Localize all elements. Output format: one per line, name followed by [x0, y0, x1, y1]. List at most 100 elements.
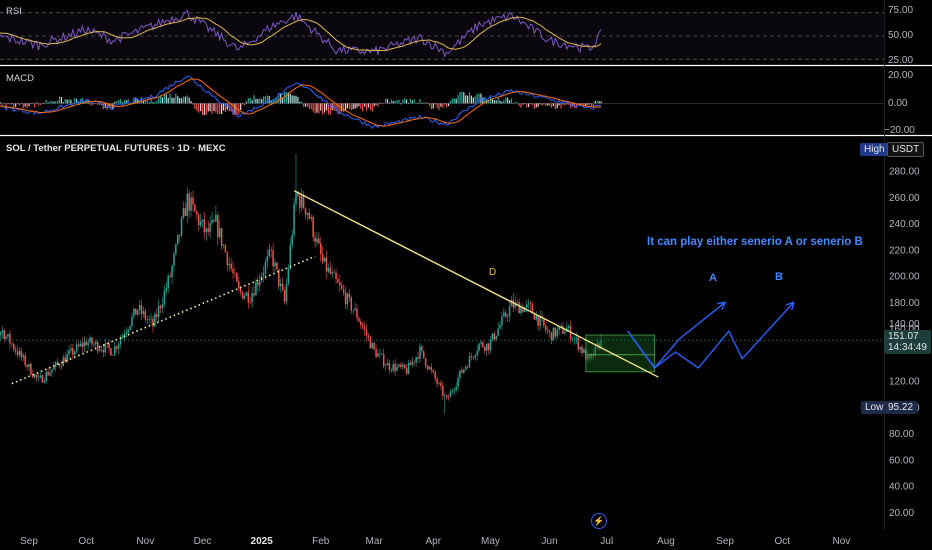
candle-body: [403, 364, 406, 369]
macd-histogram-bar: [495, 100, 497, 104]
low-badge: Low: [861, 401, 888, 414]
macd-panel[interactable]: [0, 75, 884, 129]
macd-histogram-bar: [142, 101, 145, 104]
macd-histogram-bar: [41, 102, 43, 104]
scenario-b-path[interactable]: [627, 301, 795, 369]
macd-histogram-bar: [26, 103, 28, 108]
macd-histogram-bar: [598, 101, 600, 104]
macd-histogram-bar: [236, 103, 238, 115]
candle-body: [548, 331, 551, 333]
macd-histogram-bar: [560, 103, 562, 109]
candle-body: [110, 348, 112, 356]
candle-body: [45, 372, 47, 381]
price-panel[interactable]: [0, 153, 884, 414]
macd-histogram-bar: [173, 97, 175, 104]
candle-body: [510, 299, 513, 307]
scenario-annotation[interactable]: It can play either senerio A or senerio …: [647, 236, 863, 248]
macd-histogram-bar: [394, 100, 396, 104]
candle-body: [501, 316, 503, 326]
symbol-title[interactable]: SOL / Tether PERPETUAL FUTURES · 1D · ME…: [6, 143, 226, 154]
candle-body: [157, 305, 160, 317]
macd-histogram-bar: [230, 103, 232, 112]
currency-button[interactable]: USDT: [887, 142, 925, 157]
support-trendline[interactable]: [11, 255, 316, 385]
macd-histogram-bar: [383, 103, 385, 104]
macd-histogram-bar: [505, 97, 507, 104]
drawings-layer[interactable]: [11, 190, 795, 385]
macd-histogram-bar: [547, 103, 549, 106]
scenario-b-label[interactable]: B: [775, 271, 783, 283]
candle-body: [239, 288, 242, 292]
candle-body: [257, 282, 259, 286]
candle-body: [508, 306, 511, 317]
macd-histogram-bar: [3, 102, 5, 104]
time-tick-oct: Oct: [78, 536, 94, 547]
macd-histogram-bar: [520, 103, 522, 108]
macd-histogram-bar: [484, 96, 486, 104]
candle-body: [325, 257, 328, 272]
macd-histogram-bar: [81, 98, 83, 104]
macd-histogram-bar: [255, 98, 257, 104]
candle-body: [47, 372, 49, 376]
candle-body: [562, 326, 564, 334]
macd-histogram-bar: [49, 101, 51, 104]
scenario-a-label[interactable]: A: [709, 272, 717, 284]
macd-histogram-bar: [211, 103, 213, 114]
candle-body: [217, 215, 219, 238]
wave-d-label[interactable]: D: [489, 267, 497, 278]
macd-histogram-bar: [213, 103, 215, 112]
macd-histogram-bar: [352, 103, 354, 110]
candle-body: [268, 249, 271, 257]
candle-body: [121, 335, 124, 339]
axis-layer: 20.0040.0060.0080.00100.00120.00160.0018…: [20, 167, 920, 548]
candle-body: [26, 365, 28, 368]
macd-histogram-bar: [360, 103, 362, 109]
macd-histogram-bar: [432, 103, 434, 109]
candle-body: [274, 262, 276, 267]
macd-histogram-bar: [51, 100, 53, 104]
macd-histogram-bar: [535, 103, 537, 108]
candle-body: [159, 305, 162, 308]
candle-body: [577, 337, 579, 350]
candle-body: [409, 362, 412, 366]
time-tick-aug: Aug: [657, 536, 675, 547]
macd-histogram-bar: [72, 103, 74, 104]
candle-body: [175, 244, 177, 254]
candle-body: [405, 368, 408, 374]
resistance-trendline[interactable]: [293, 190, 659, 378]
countdown-timer: 14:34:49: [888, 342, 927, 353]
price-tick-140-partial: 140.00: [889, 319, 920, 330]
rsi-panel[interactable]: [0, 9, 884, 60]
macd-histogram-bar: [219, 103, 221, 115]
candle-body: [468, 356, 471, 368]
candle-body: [545, 325, 547, 331]
macd-histogram-bar: [312, 103, 314, 112]
candle-body: [464, 366, 467, 370]
candle-body: [520, 306, 522, 314]
macd-histogram-bar: [299, 101, 301, 104]
candle-body: [182, 208, 185, 218]
macd-title: MACD: [6, 73, 34, 84]
consolidation-box-2[interactable]: [585, 354, 655, 373]
candle-body: [335, 272, 337, 279]
candle-body: [358, 317, 360, 322]
macd-scale-0: 0.00: [888, 98, 908, 109]
macd-histogram-bar: [291, 95, 293, 104]
candle-body: [350, 297, 353, 311]
macd-line: [0, 75, 602, 129]
candle-body: [445, 395, 448, 398]
price-tick-120: 120.00: [889, 377, 920, 388]
macd-histogram-bar: [585, 103, 587, 106]
candle-body: [411, 361, 414, 366]
macd-histogram-bar: [224, 103, 227, 113]
candle-body: [527, 303, 530, 305]
candle-body: [154, 314, 156, 327]
macd-histogram-bar: [421, 103, 423, 105]
macd-histogram-bar: [108, 103, 110, 108]
macd-histogram-bar: [356, 103, 358, 108]
candle-body: [506, 316, 509, 318]
macd-histogram-bar: [150, 97, 152, 104]
flash-icon[interactable]: ⚡: [591, 513, 607, 529]
macd-histogram-bar: [478, 93, 480, 104]
